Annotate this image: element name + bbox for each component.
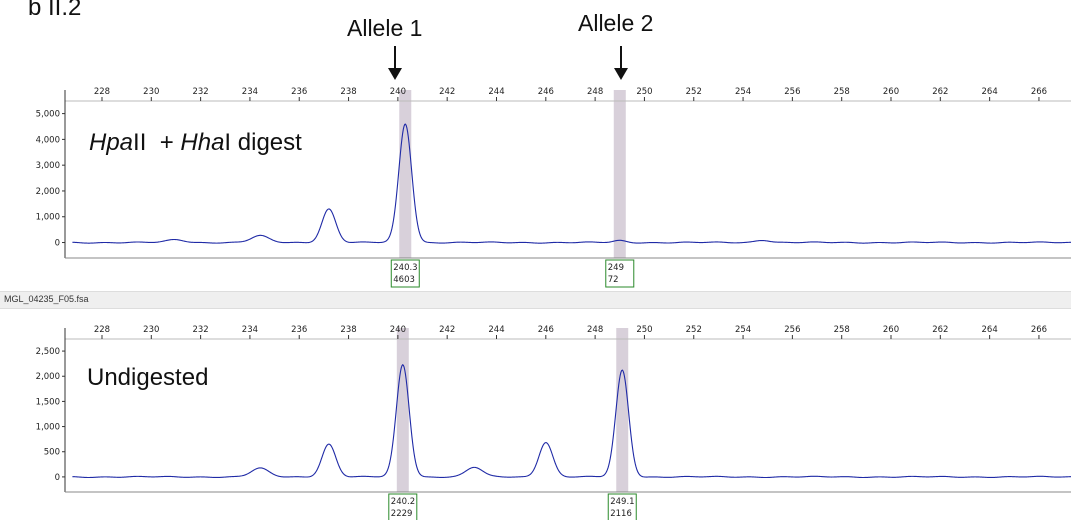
peak-highlight-band bbox=[616, 328, 629, 492]
peak-height-label: 2229 bbox=[391, 509, 413, 519]
x-tick-label: 266 bbox=[1031, 325, 1047, 335]
file-label: MGL_04235_F05.fsa bbox=[4, 294, 89, 304]
peak-size-label: 249 bbox=[608, 263, 624, 273]
x-tick-label: 228 bbox=[94, 325, 110, 335]
x-tick-label: 266 bbox=[1031, 87, 1047, 97]
trace-line bbox=[72, 364, 1071, 479]
x-tick-label: 234 bbox=[242, 87, 258, 97]
panel-2-title: Undigested bbox=[87, 364, 208, 392]
x-tick-label: 248 bbox=[587, 87, 603, 97]
peak-highlight-band bbox=[613, 90, 626, 258]
allele-2-annotation: Allele 2 bbox=[578, 10, 654, 36]
y-tick-label: 1,000 bbox=[36, 213, 60, 223]
x-tick-label: 232 bbox=[192, 325, 208, 335]
x-tick-label: 242 bbox=[439, 325, 455, 335]
allele-2-arrow-icon bbox=[610, 44, 632, 87]
y-tick-label: 0 bbox=[55, 239, 60, 249]
peak-size-label: 240.3 bbox=[393, 263, 417, 273]
x-tick-label: 252 bbox=[686, 325, 702, 335]
peak-height-label: 2116 bbox=[610, 509, 632, 519]
peak-label-box bbox=[607, 493, 637, 520]
peak-height-label: 72 bbox=[608, 275, 619, 285]
panel-2-title-part: Undigested bbox=[87, 364, 209, 391]
x-tick-label: 264 bbox=[982, 325, 998, 335]
x-tick-label: 252 bbox=[686, 87, 702, 97]
y-tick-label: 500 bbox=[44, 448, 60, 458]
x-tick-label: 250 bbox=[636, 325, 652, 335]
x-tick-label: 236 bbox=[291, 325, 307, 335]
panel-1-title-part: II + bbox=[133, 129, 181, 156]
x-tick-label: 258 bbox=[834, 325, 850, 335]
y-tick-label: 1,500 bbox=[36, 397, 60, 407]
x-tick-label: 260 bbox=[883, 325, 899, 335]
y-tick-label: 1,000 bbox=[36, 423, 60, 433]
panel-1-title-part: I digest bbox=[224, 129, 302, 156]
x-tick-label: 256 bbox=[784, 325, 800, 335]
peak-highlight-band bbox=[396, 328, 409, 492]
y-tick-label: 5,000 bbox=[36, 110, 60, 120]
x-tick-label: 254 bbox=[735, 325, 751, 335]
x-tick-label: 230 bbox=[143, 87, 159, 97]
x-tick-label: 246 bbox=[538, 87, 554, 97]
y-tick-label: 2,000 bbox=[36, 187, 60, 197]
y-tick-label: 0 bbox=[55, 473, 60, 483]
y-tick-label: 2,500 bbox=[36, 347, 60, 357]
peak-size-label: 249.1 bbox=[610, 497, 634, 507]
allele-1-arrow-icon bbox=[384, 44, 406, 87]
x-tick-label: 242 bbox=[439, 87, 455, 97]
x-tick-label: 238 bbox=[340, 325, 356, 335]
x-tick-label: 250 bbox=[636, 87, 652, 97]
x-tick-label: 260 bbox=[883, 87, 899, 97]
x-tick-label: 254 bbox=[735, 87, 751, 97]
panel-1-title: HpaII + HhaI digest bbox=[89, 129, 302, 157]
x-tick-label: 240 bbox=[390, 325, 406, 335]
x-tick-label: 258 bbox=[834, 87, 850, 97]
y-tick-label: 2,000 bbox=[36, 372, 60, 382]
x-tick-label: 256 bbox=[784, 87, 800, 97]
x-tick-label: 232 bbox=[192, 87, 208, 97]
x-tick-label: 244 bbox=[488, 325, 504, 335]
peak-highlight-band bbox=[399, 90, 412, 258]
x-tick-label: 230 bbox=[143, 325, 159, 335]
x-tick-label: 228 bbox=[94, 87, 110, 97]
x-tick-label: 240 bbox=[390, 87, 406, 97]
figure-label: b II.2 bbox=[28, 0, 82, 21]
peak-height-label: 4603 bbox=[393, 275, 415, 285]
allele-1-annotation: Allele 1 bbox=[347, 15, 423, 41]
x-tick-label: 264 bbox=[982, 87, 998, 97]
file-separator-bar bbox=[0, 291, 1071, 309]
peak-size-label: 240.2 bbox=[391, 497, 415, 507]
peak-label-box bbox=[390, 259, 420, 288]
panel-1-title-part: Hpa bbox=[89, 129, 134, 156]
peak-label-box bbox=[388, 493, 418, 520]
y-tick-label: 3,000 bbox=[36, 161, 60, 171]
y-tick-label: 4,000 bbox=[36, 135, 60, 145]
x-tick-label: 262 bbox=[932, 87, 948, 97]
peak-label-box bbox=[605, 259, 635, 288]
x-tick-label: 238 bbox=[340, 87, 356, 97]
panel-1-title-part: Hha bbox=[180, 129, 225, 156]
x-tick-label: 244 bbox=[488, 87, 504, 97]
x-tick-label: 248 bbox=[587, 325, 603, 335]
x-tick-label: 262 bbox=[932, 325, 948, 335]
x-tick-label: 234 bbox=[242, 325, 258, 335]
x-tick-label: 246 bbox=[538, 325, 554, 335]
x-tick-label: 236 bbox=[291, 87, 307, 97]
